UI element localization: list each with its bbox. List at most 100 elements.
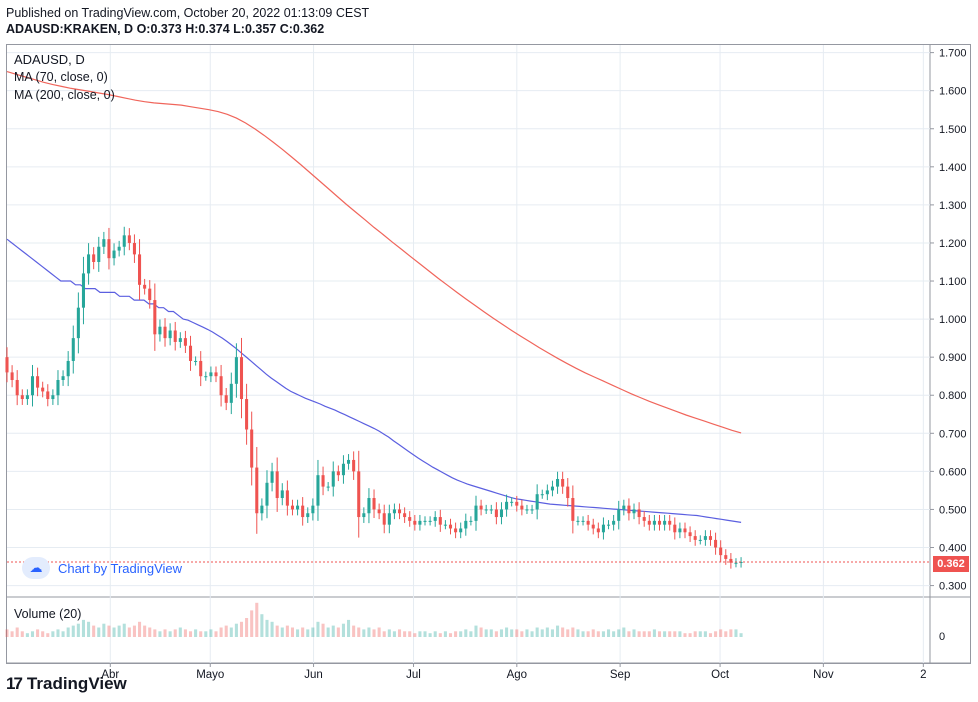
candle-body — [418, 520, 422, 525]
volume-bar — [469, 631, 473, 637]
volume-bar — [112, 627, 116, 637]
candle-body — [153, 300, 157, 335]
candle-body — [224, 395, 228, 403]
footer-brand[interactable]: 17 TradingView — [6, 674, 127, 694]
price-tick-label: 0.900 — [939, 352, 967, 364]
candle-body — [265, 482, 269, 506]
volume-bar — [433, 631, 437, 637]
time-tick-label: Ago — [507, 669, 527, 681]
tradingview-cloud-icon: ☁ — [22, 557, 50, 579]
volume-bar — [127, 627, 131, 637]
volume-bar — [46, 633, 50, 637]
legend-ma70: MA (70, close, 0) — [14, 70, 108, 84]
candle-body — [112, 250, 116, 259]
volume-bar — [188, 631, 193, 637]
tradingview-logo-icon: 17 — [6, 674, 23, 693]
price-tick-label: 1.000 — [939, 314, 967, 326]
volume-bar — [296, 629, 300, 637]
candle-body — [403, 513, 407, 518]
candle-body — [168, 330, 172, 339]
candle-body — [428, 520, 432, 522]
volume-bar — [306, 629, 310, 637]
volume-bar — [107, 625, 111, 637]
volume-bar — [612, 631, 616, 637]
candle-body — [61, 376, 65, 381]
volume-bar — [454, 631, 458, 637]
time-tick-label: Mayo — [196, 669, 224, 681]
volume-bar — [474, 625, 478, 637]
candle-body — [474, 505, 478, 521]
candle-body — [708, 536, 713, 540]
published-note: Published on TradingView.com, October 20… — [6, 6, 370, 20]
candle-body — [301, 505, 305, 518]
candle-body — [194, 360, 198, 362]
volume-bar — [535, 627, 539, 637]
candle-body — [250, 429, 254, 468]
time-tick-label: Oct — [711, 669, 730, 681]
volume-bar — [708, 633, 713, 637]
volume-bar — [321, 623, 325, 637]
price-tick-label: 0.700 — [939, 428, 967, 440]
watermark[interactable]: ☁ Chart by TradingView — [22, 557, 182, 579]
volume-bar — [459, 631, 463, 637]
volume-bar — [199, 631, 203, 637]
volume-bar — [362, 629, 366, 637]
candle-body — [296, 505, 300, 510]
candle-body — [397, 509, 402, 514]
volume-bar — [428, 633, 432, 637]
volume-bar — [347, 619, 351, 637]
candle-body — [71, 338, 75, 361]
candle-body — [438, 517, 442, 525]
candle-body — [127, 235, 131, 243]
candle-body — [107, 239, 111, 259]
candle-body — [576, 520, 580, 522]
candle-body — [586, 520, 590, 525]
candle-body — [443, 524, 447, 526]
candle-body — [122, 235, 126, 247]
volume-tick-label: 0 — [939, 631, 945, 643]
volume-bar — [178, 627, 182, 637]
candle-body — [306, 513, 310, 518]
volume-bar — [673, 631, 677, 637]
volume-bar — [581, 631, 585, 637]
volume-bar — [61, 631, 65, 637]
volume-bar — [739, 633, 743, 637]
volume-bar — [530, 631, 534, 637]
candle-body — [739, 561, 743, 563]
candle-body — [637, 509, 641, 518]
candle-body — [540, 494, 544, 496]
candle-body — [673, 524, 677, 533]
candle-body — [143, 284, 147, 289]
volume-bar — [194, 629, 198, 637]
price-tick-label: 0.300 — [939, 581, 967, 593]
candle-body — [408, 517, 412, 521]
volume-bar — [499, 629, 504, 637]
volume-bar — [5, 629, 9, 637]
volume-bar — [591, 629, 595, 637]
volume-bar — [515, 629, 519, 637]
candle-body — [372, 498, 376, 510]
candle-body — [647, 520, 651, 525]
volume-bar — [392, 631, 396, 637]
volume-bar — [627, 631, 631, 637]
candle-body — [683, 528, 687, 533]
candle-body — [591, 524, 595, 529]
volume-bar — [138, 621, 142, 637]
candle-body — [280, 490, 284, 499]
candle-body — [367, 498, 371, 514]
volume-bar — [734, 629, 738, 637]
candle-body — [41, 387, 45, 392]
volume-bar — [484, 629, 488, 637]
volume-bar — [316, 621, 320, 637]
volume-bar — [245, 618, 249, 637]
volume-bar — [642, 631, 646, 637]
volume-bar — [168, 631, 172, 637]
candle-body — [510, 501, 514, 503]
candle-body — [530, 509, 534, 511]
volume-bar — [693, 631, 697, 637]
price-tick-label: 1.700 — [939, 48, 967, 60]
price-tick-label: 0.600 — [939, 466, 967, 478]
volume-bar — [510, 629, 514, 637]
time-tick-label: Jun — [304, 669, 323, 681]
